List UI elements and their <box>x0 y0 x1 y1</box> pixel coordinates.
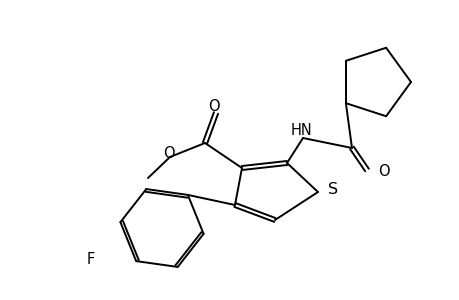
Text: O: O <box>163 146 174 160</box>
Text: O: O <box>377 164 389 179</box>
Text: S: S <box>327 182 337 197</box>
Text: O: O <box>208 98 219 113</box>
Text: HN: HN <box>291 122 312 137</box>
Text: F: F <box>87 253 95 268</box>
